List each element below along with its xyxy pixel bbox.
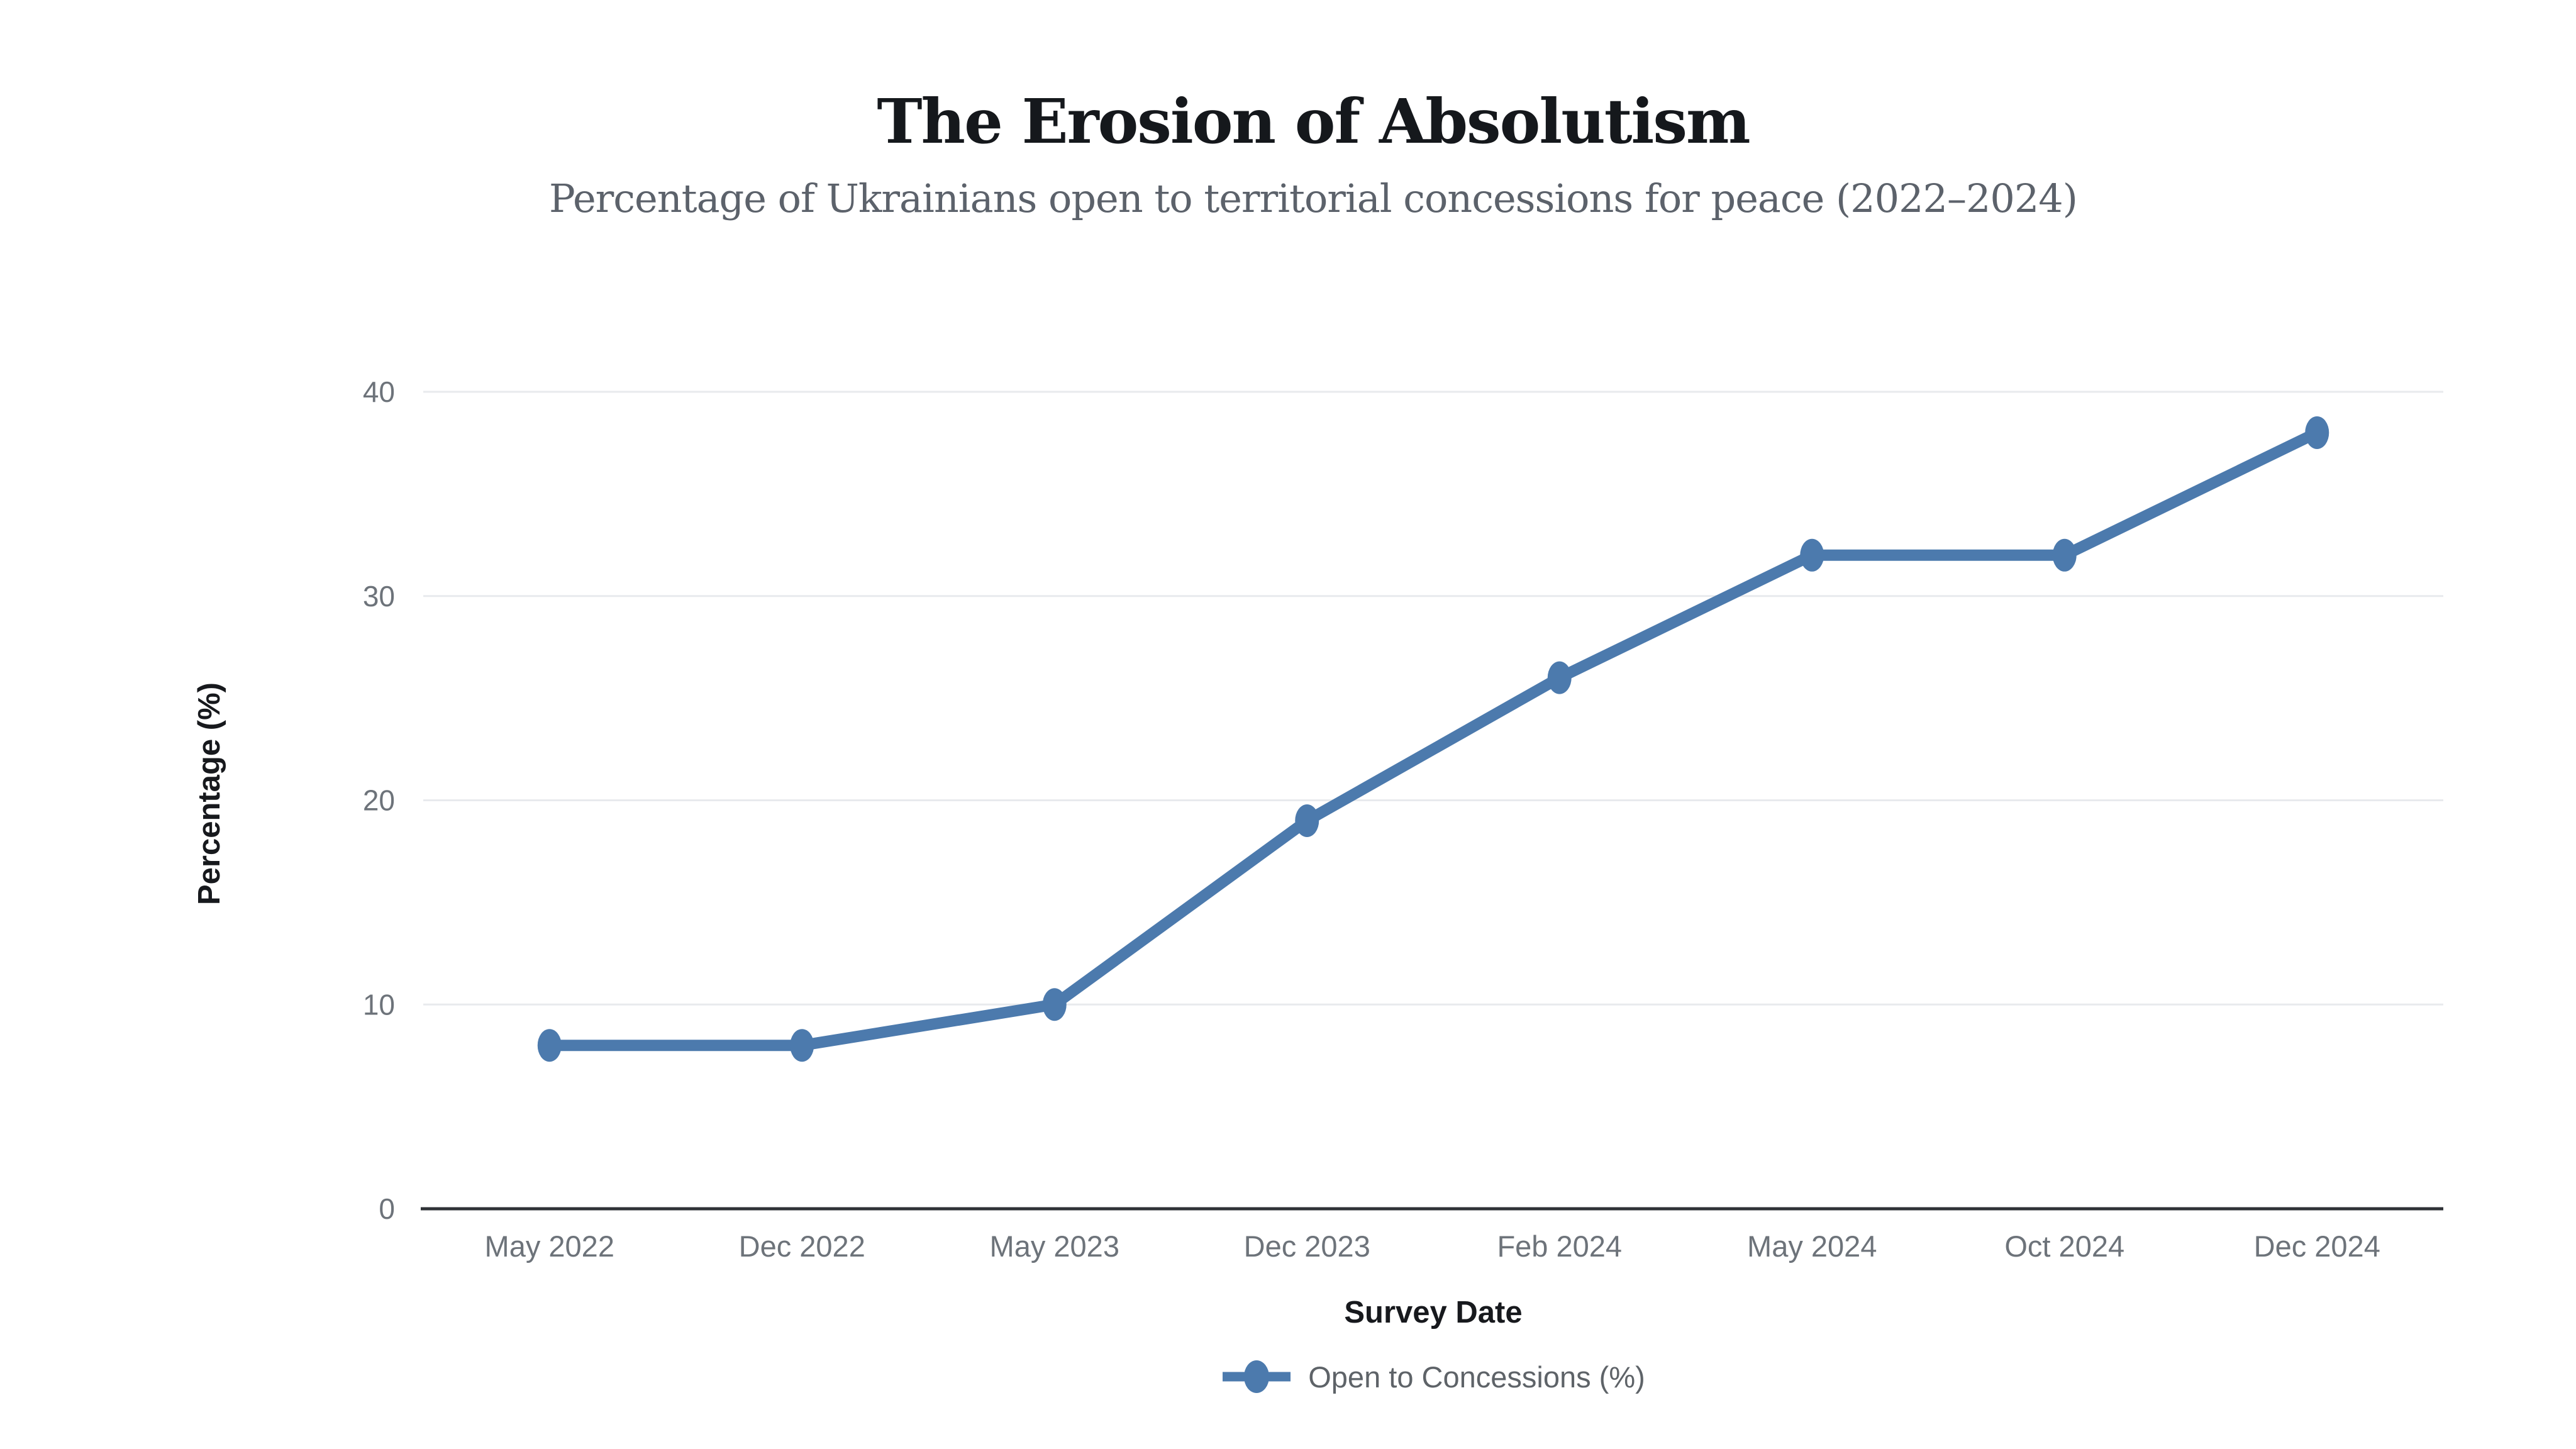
chart-subtitle: Percentage of Ukrainians open to territo… [549,175,2078,221]
y-tick-label-40: 40 [363,375,395,408]
x-tick-label-feb-2024: Feb 2024 [1497,1230,1622,1263]
x-tick-label-dec-2023: Dec 2023 [1244,1230,1370,1263]
legend: Open to Concessions (%) [423,1356,2443,1397]
data-point-may-2023 [1042,988,1067,1021]
x-tick-label-may-2024: May 2024 [1747,1230,1877,1263]
data-point-dec-2022 [790,1029,814,1062]
series-line [543,426,2323,1052]
x-tick-label-may-2022: May 2022 [485,1230,614,1263]
y-tick-label-0: 0 [379,1192,395,1225]
y-tick-label-30: 30 [363,580,395,613]
legend-label: Open to Concessions (%) [1308,1360,1645,1394]
data-point-may-2022 [537,1029,562,1062]
y-tick-label-20: 20 [363,784,395,817]
data-point-feb-2024 [1547,661,1572,694]
x-axis-title: Survey Date [1344,1296,1523,1330]
legend-line-dot-icon [1223,1360,1291,1393]
y-tick-label-10: 10 [363,988,395,1021]
data-point-dec-2024 [2305,416,2329,449]
data-point-may-2024 [1800,538,1824,572]
data-point-dec-2023 [1295,804,1319,837]
x-tick-label-oct-2024: Oct 2024 [2004,1230,2124,1263]
data-point-oct-2024 [2052,538,2077,572]
chart-title: The Erosion of Absolutism [877,86,1750,157]
x-tick-label-dec-2022: Dec 2022 [739,1230,865,1263]
x-tick-label-dec-2024: Dec 2024 [2254,1230,2380,1263]
x-tick-label-may-2023: May 2023 [990,1230,1119,1263]
y-axis-title: Percentage (%) [192,682,226,906]
